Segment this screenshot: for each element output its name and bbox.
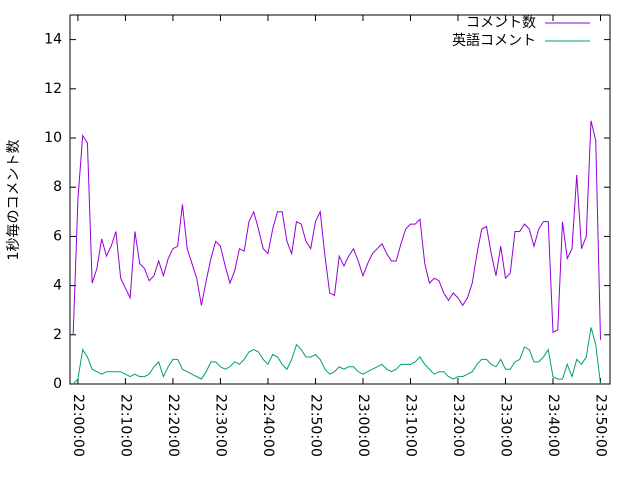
x-tick-label: 23:50:00 [592, 394, 608, 457]
series-line [72, 327, 601, 385]
y-tick-label: 12 [44, 81, 62, 97]
x-tick-label: 22:30:00 [212, 394, 228, 457]
x-tick-label: 22:50:00 [307, 394, 323, 457]
legend-label: 英語コメント [452, 32, 536, 49]
x-tick-label: 22:40:00 [260, 394, 276, 457]
series-line [72, 120, 601, 340]
y-tick-label: 0 [53, 376, 62, 392]
x-tick-label: 22:20:00 [165, 394, 181, 457]
y-tick-label: 14 [44, 32, 62, 48]
y-tick-label: 6 [53, 228, 62, 244]
legend-label: コメント数 [466, 15, 536, 31]
x-tick-label: 23:00:00 [355, 394, 371, 457]
y-tick-label: 8 [53, 179, 62, 195]
x-tick-label: 22:10:00 [117, 394, 133, 457]
x-tick-label: 23:30:00 [497, 394, 513, 457]
y-tick-label: 4 [53, 278, 62, 294]
y-axis-label: 1秒毎のコメント数 [6, 140, 22, 261]
y-tick-label: 10 [44, 130, 62, 146]
x-tick-label: 23:40:00 [545, 394, 561, 457]
plot-border [69, 14, 611, 385]
x-tick-label: 23:20:00 [450, 394, 466, 457]
y-tick-label: 2 [53, 327, 62, 343]
x-tick-label: 22:00:00 [70, 394, 86, 457]
x-tick-label: 23:10:00 [402, 394, 418, 457]
